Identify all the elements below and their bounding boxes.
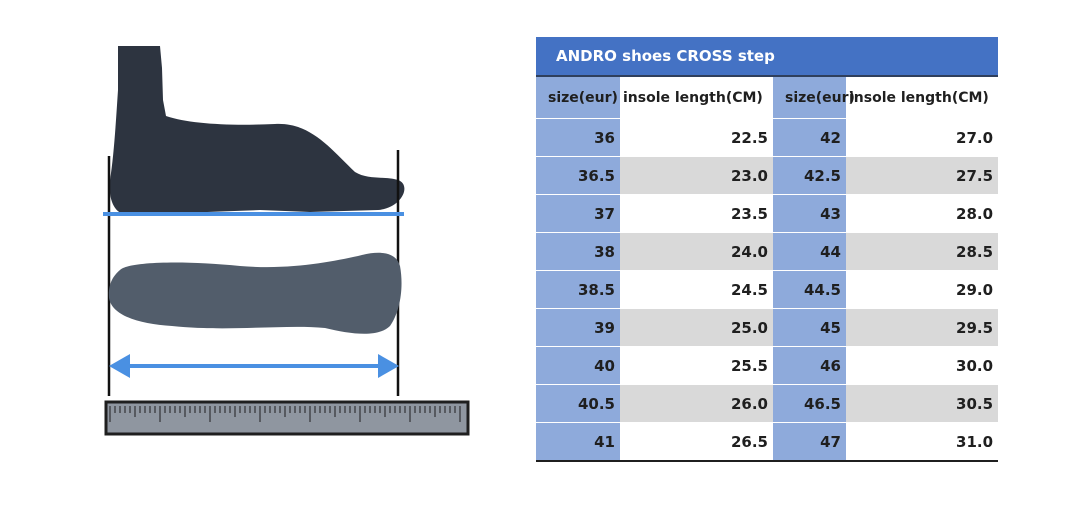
size-cell: 47 bbox=[773, 422, 846, 462]
insole-length-cell: 29.0 bbox=[846, 270, 999, 309]
ruler-ticks bbox=[109, 406, 461, 422]
insole-length-cell: 28.5 bbox=[846, 232, 999, 271]
foot-side-view-icon bbox=[109, 46, 405, 214]
table-row: 39 25.0 45 29.5 bbox=[536, 308, 999, 347]
table-row: 36 22.5 42 27.0 bbox=[536, 118, 999, 157]
size-cell: 37 bbox=[536, 194, 620, 233]
insole-length-cell: 31.0 bbox=[846, 422, 999, 462]
arrow-left-icon bbox=[109, 354, 130, 378]
insole-length-cell: 30.5 bbox=[846, 384, 999, 423]
insole-length-cell: 25.0 bbox=[620, 308, 773, 347]
foot-measurement-illustration bbox=[103, 46, 470, 436]
insole-length-cell: 27.0 bbox=[846, 118, 999, 157]
table-row: 38 24.0 44 28.5 bbox=[536, 232, 999, 271]
size-cell: 44.5 bbox=[773, 270, 846, 309]
size-cell: 45 bbox=[773, 308, 846, 347]
table-row: 40 25.5 46 30.0 bbox=[536, 346, 999, 385]
size-cell: 43 bbox=[773, 194, 846, 233]
insole-length-cell: 30.0 bbox=[846, 346, 999, 385]
table-title-row: ANDRO shoes CROSS step bbox=[536, 36, 999, 77]
table-row: 38.5 24.5 44.5 29.0 bbox=[536, 270, 999, 309]
size-cell: 44 bbox=[773, 232, 846, 271]
table-row: 41 26.5 47 31.0 bbox=[536, 422, 999, 462]
size-cell: 36 bbox=[536, 118, 620, 157]
size-cell: 42 bbox=[773, 118, 846, 157]
header-size-eur: size(eur) bbox=[773, 75, 855, 119]
size-cell: 42.5 bbox=[773, 156, 846, 195]
size-cell: 40.5 bbox=[536, 384, 620, 423]
ruler-icon bbox=[104, 400, 470, 436]
table-title: ANDRO shoes CROSS step bbox=[536, 36, 999, 77]
insole-length-cell: 25.5 bbox=[620, 346, 773, 385]
size-cell: 36.5 bbox=[536, 156, 620, 195]
size-cell: 41 bbox=[536, 422, 620, 462]
size-cell: 46.5 bbox=[773, 384, 846, 423]
table-header-row: size(eur) insole length(CM) size(eur) in… bbox=[536, 75, 999, 119]
insole-length-cell: 27.5 bbox=[846, 156, 999, 195]
arrow-right-icon bbox=[378, 354, 399, 378]
size-cell: 38 bbox=[536, 232, 620, 271]
table-row: 36.5 23.0 42.5 27.5 bbox=[536, 156, 999, 195]
insole-length-cell: 26.0 bbox=[620, 384, 773, 423]
size-chart-table: ANDRO shoes CROSS step size(eur) insole … bbox=[536, 36, 999, 462]
insole-length-cell: 28.0 bbox=[846, 194, 999, 233]
header-size-eur: size(eur) bbox=[536, 75, 620, 119]
insole-length-cell: 24.0 bbox=[620, 232, 773, 271]
foot-sole-view-icon bbox=[108, 252, 402, 334]
insole-length-cell: 23.0 bbox=[620, 156, 773, 195]
table-row: 40.5 26.0 46.5 30.5 bbox=[536, 384, 999, 423]
header-insole-length: insole length(CM) bbox=[620, 75, 773, 119]
size-cell: 39 bbox=[536, 308, 620, 347]
insole-length-cell: 23.5 bbox=[620, 194, 773, 233]
insole-length-cell: 24.5 bbox=[620, 270, 773, 309]
size-cell: 40 bbox=[536, 346, 620, 385]
size-cell: 46 bbox=[773, 346, 846, 385]
insole-length-cell: 22.5 bbox=[620, 118, 773, 157]
table-row: 37 23.5 43 28.0 bbox=[536, 194, 999, 233]
size-cell: 38.5 bbox=[536, 270, 620, 309]
insole-length-cell: 26.5 bbox=[620, 422, 773, 462]
insole-length-cell: 29.5 bbox=[846, 308, 999, 347]
header-insole-length: insole length(CM) bbox=[846, 75, 999, 119]
